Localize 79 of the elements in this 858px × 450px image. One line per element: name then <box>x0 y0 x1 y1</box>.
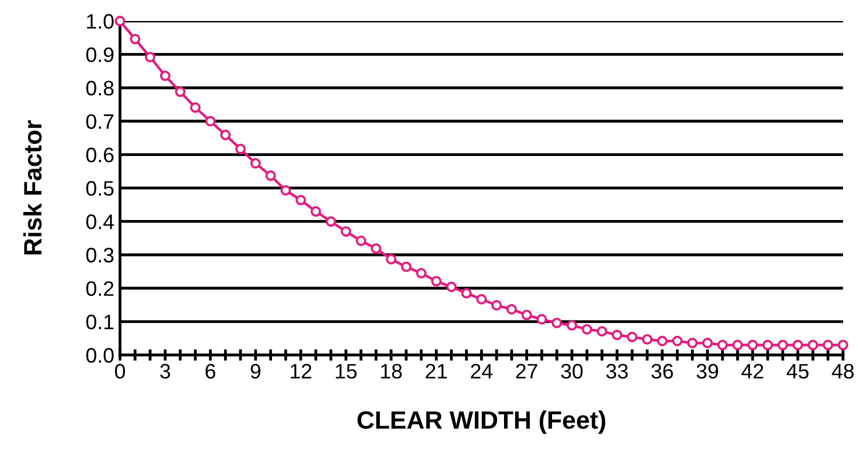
point <box>657 336 668 346</box>
point <box>386 254 396 264</box>
x-tick-label: 18 <box>381 364 402 379</box>
y-tick-label: 0.9 <box>86 47 114 62</box>
point <box>220 130 231 140</box>
point <box>326 216 336 227</box>
point <box>400 262 412 272</box>
point <box>536 314 547 324</box>
point <box>822 340 834 350</box>
point <box>566 320 578 330</box>
point <box>476 294 487 304</box>
x-tick-label: 39 <box>696 364 718 379</box>
point <box>205 116 216 126</box>
point <box>461 288 472 298</box>
point <box>521 310 532 320</box>
point <box>762 340 773 350</box>
point <box>672 336 683 346</box>
point <box>612 330 622 340</box>
x-tick-label: 27 <box>516 364 538 378</box>
x-tick-label: 3 <box>160 364 170 379</box>
y-tick-label: 0.6 <box>86 148 114 162</box>
point <box>370 243 382 254</box>
y-tick-label: 0.7 <box>86 114 114 129</box>
point <box>778 340 788 350</box>
y-tick-label: 0.3 <box>86 248 114 263</box>
point <box>310 206 322 217</box>
point <box>747 340 758 350</box>
x-tick-label: 30 <box>561 364 583 379</box>
point <box>340 226 352 237</box>
point <box>144 52 156 62</box>
x-tick-label: 21 <box>426 364 447 378</box>
x-tick-label: 45 <box>786 364 809 379</box>
x-tick-label: 0 <box>115 364 125 379</box>
y-tick-label: 0.2 <box>86 281 114 296</box>
point <box>175 86 186 98</box>
point <box>626 332 638 342</box>
y-tick-label: 0.5 <box>86 181 114 196</box>
y-tick-label: 0.4 <box>86 214 114 230</box>
y-tick-label: 0.0 <box>86 348 114 363</box>
point <box>702 338 713 348</box>
point <box>416 268 426 278</box>
x-tick-label: 36 <box>651 364 673 379</box>
x-tick-label: 15 <box>336 364 357 379</box>
point <box>130 34 140 44</box>
x-tick-label: 12 <box>290 364 312 378</box>
y-tick-label: 1.0 <box>87 14 114 29</box>
x-axis-title: CLEAR WIDTH (Feet) <box>358 410 606 434</box>
point <box>687 338 698 348</box>
point <box>808 340 818 350</box>
point <box>190 102 201 113</box>
point <box>235 144 246 154</box>
point <box>552 318 562 328</box>
point <box>582 324 592 334</box>
x-tick-label: 42 <box>742 364 764 378</box>
point <box>160 70 170 81</box>
point <box>250 158 261 168</box>
point <box>265 170 276 181</box>
point <box>838 340 848 350</box>
y-tick-label: 0.8 <box>86 80 114 96</box>
point <box>732 340 743 350</box>
x-tick-label: 6 <box>206 364 216 379</box>
x-tick-label: 9 <box>250 364 260 379</box>
point <box>596 326 608 336</box>
point <box>642 334 652 345</box>
x-tick-label: 24 <box>470 364 492 378</box>
point <box>506 304 517 314</box>
point <box>114 16 126 26</box>
x-tick-label: 48 <box>832 364 854 379</box>
point <box>491 300 502 310</box>
point <box>356 236 366 246</box>
point <box>280 185 291 196</box>
point <box>717 340 728 350</box>
point <box>296 194 306 206</box>
x-tick-label: 33 <box>606 364 628 379</box>
y-tick-label: 0.1 <box>86 314 114 330</box>
point <box>446 282 457 292</box>
point <box>792 340 804 350</box>
y-axis-title: Risk Factor <box>23 120 42 254</box>
point <box>431 276 442 286</box>
